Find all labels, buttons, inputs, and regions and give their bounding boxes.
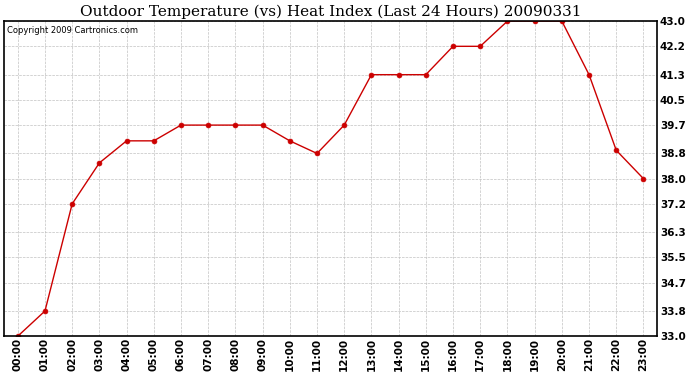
Title: Outdoor Temperature (vs) Heat Index (Last 24 Hours) 20090331: Outdoor Temperature (vs) Heat Index (Las… [80,4,582,18]
Text: Copyright 2009 Cartronics.com: Copyright 2009 Cartronics.com [8,26,139,35]
